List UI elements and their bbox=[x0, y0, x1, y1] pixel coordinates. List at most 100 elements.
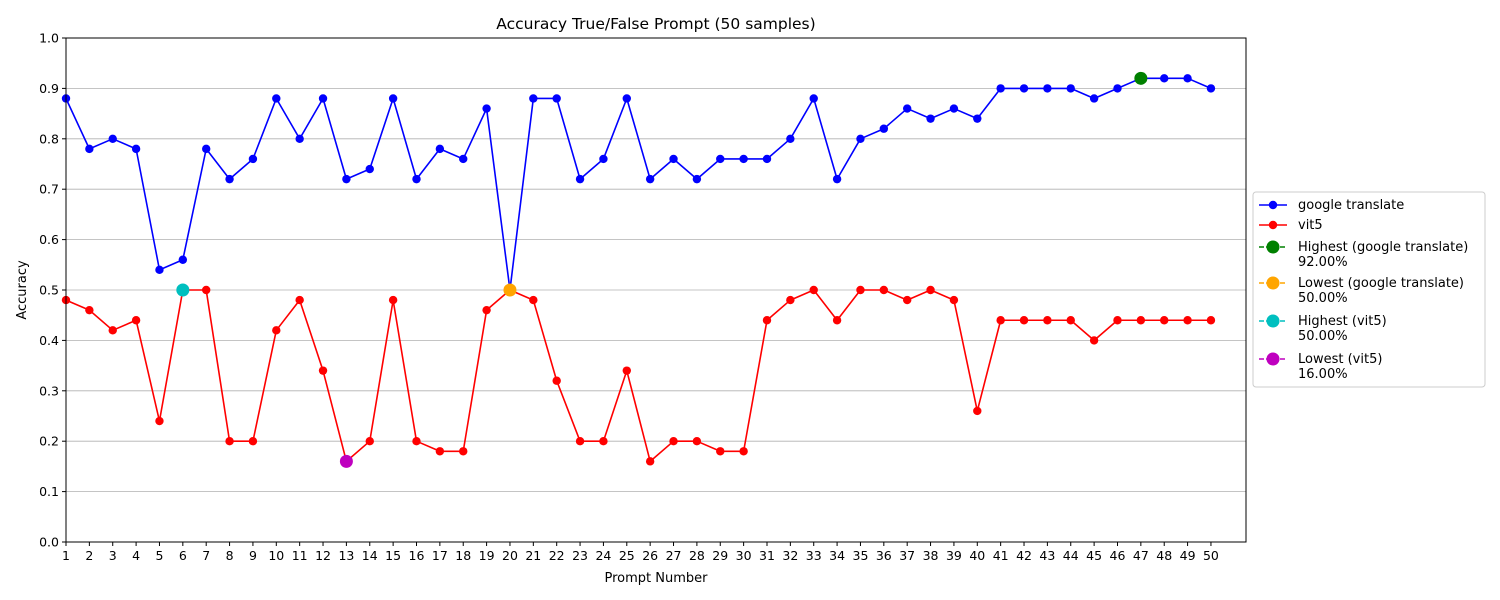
data-point bbox=[692, 437, 702, 446]
data-point bbox=[856, 285, 865, 295]
data-point bbox=[552, 376, 561, 385]
highlight-point bbox=[176, 283, 190, 297]
legend-label: 50.00% bbox=[1298, 329, 1348, 344]
data-point bbox=[716, 154, 725, 164]
x-tick-label: 42 bbox=[1016, 548, 1032, 563]
x-tick-label: 25 bbox=[619, 548, 635, 563]
data-point bbox=[1160, 74, 1169, 83]
data-point bbox=[1113, 84, 1122, 93]
data-point bbox=[388, 295, 398, 305]
x-tick-label: 44 bbox=[1063, 548, 1079, 563]
x-tick-label: 7 bbox=[202, 548, 210, 563]
data-point bbox=[1206, 316, 1216, 325]
data-point bbox=[388, 94, 398, 103]
highlight-point bbox=[1134, 71, 1148, 85]
data-point bbox=[412, 174, 421, 184]
data-point bbox=[1183, 74, 1192, 83]
data-point bbox=[482, 305, 491, 315]
data-point bbox=[926, 285, 935, 295]
data-point bbox=[85, 144, 94, 154]
data-point bbox=[108, 134, 117, 143]
x-tick-label: 23 bbox=[572, 548, 588, 563]
x-tick-label: 47 bbox=[1133, 548, 1149, 563]
y-tick-label: 0.6 bbox=[39, 232, 59, 247]
x-tick-label: 3 bbox=[109, 548, 117, 563]
data-point bbox=[856, 134, 865, 143]
x-tick-label: 2 bbox=[85, 548, 93, 563]
x-tick-label: 8 bbox=[226, 548, 234, 563]
data-point bbox=[225, 437, 234, 446]
data-point bbox=[529, 295, 538, 305]
legend-box bbox=[1252, 191, 1486, 388]
data-point bbox=[762, 316, 772, 325]
x-tick-label: 6 bbox=[179, 548, 187, 563]
data-point bbox=[1206, 84, 1216, 93]
data-point bbox=[949, 104, 959, 113]
legend-label: 16.00% bbox=[1298, 367, 1348, 382]
data-point bbox=[1043, 316, 1052, 325]
x-tick-label: 26 bbox=[642, 548, 658, 563]
x-tick-label: 13 bbox=[338, 548, 354, 563]
data-point bbox=[1089, 94, 1099, 103]
data-point bbox=[669, 437, 678, 446]
legend-marker-sample bbox=[1266, 314, 1280, 328]
x-tick-label: 35 bbox=[853, 548, 869, 563]
y-tick-label: 0.5 bbox=[39, 283, 59, 298]
y-tick-label: 0.9 bbox=[39, 81, 59, 96]
data-point bbox=[575, 437, 585, 446]
data-point bbox=[435, 447, 445, 456]
data-point bbox=[435, 144, 445, 154]
y-tick-label: 0.0 bbox=[39, 535, 59, 550]
x-tick-label: 39 bbox=[946, 548, 962, 563]
y-tick-label: 0.4 bbox=[39, 333, 59, 348]
data-point bbox=[225, 174, 234, 184]
x-tick-label: 45 bbox=[1086, 548, 1102, 563]
x-tick-label: 10 bbox=[268, 548, 284, 563]
x-axis-title: Prompt Number bbox=[605, 571, 709, 586]
data-point bbox=[622, 94, 631, 103]
x-tick-label: 32 bbox=[782, 548, 798, 563]
x-tick-label: 18 bbox=[455, 548, 471, 563]
data-point bbox=[365, 164, 374, 174]
data-point bbox=[412, 437, 421, 446]
data-point bbox=[1113, 316, 1122, 325]
data-point bbox=[248, 437, 258, 446]
data-point bbox=[131, 144, 141, 154]
data-point bbox=[902, 104, 912, 113]
data-point bbox=[295, 134, 304, 143]
x-tick-label: 30 bbox=[736, 548, 752, 563]
data-point bbox=[1019, 316, 1029, 325]
data-point bbox=[318, 366, 328, 375]
y-tick-label: 0.3 bbox=[39, 383, 59, 398]
data-point bbox=[295, 295, 304, 305]
data-point bbox=[575, 174, 585, 184]
x-tick-label: 37 bbox=[899, 548, 915, 563]
data-point bbox=[1160, 316, 1169, 325]
data-point bbox=[832, 174, 842, 184]
x-tick-label: 19 bbox=[479, 548, 495, 563]
data-point bbox=[973, 406, 982, 416]
data-point bbox=[996, 84, 1005, 93]
data-point bbox=[155, 265, 164, 275]
highlight-point bbox=[503, 283, 517, 297]
data-point bbox=[459, 154, 468, 164]
legend-label: google translate bbox=[1298, 198, 1404, 213]
x-tick-label: 4 bbox=[132, 548, 140, 563]
x-tick-label: 46 bbox=[1110, 548, 1126, 563]
data-point bbox=[178, 255, 188, 264]
x-tick-label: 20 bbox=[502, 548, 518, 563]
data-point bbox=[1043, 84, 1052, 93]
data-point bbox=[318, 94, 328, 103]
y-tick-label: 0.2 bbox=[39, 434, 59, 449]
x-tick-label: 31 bbox=[759, 548, 775, 563]
data-point bbox=[1019, 84, 1029, 93]
legend-label: vit5 bbox=[1298, 218, 1323, 233]
highlight-point bbox=[339, 454, 353, 468]
legend-marker-sample bbox=[1268, 220, 1278, 230]
legend-label: 92.00% bbox=[1298, 255, 1348, 270]
legend-label: 50.00% bbox=[1298, 291, 1348, 306]
chart-title: Accuracy True/False Prompt (50 samples) bbox=[496, 15, 815, 33]
data-point bbox=[622, 366, 631, 375]
